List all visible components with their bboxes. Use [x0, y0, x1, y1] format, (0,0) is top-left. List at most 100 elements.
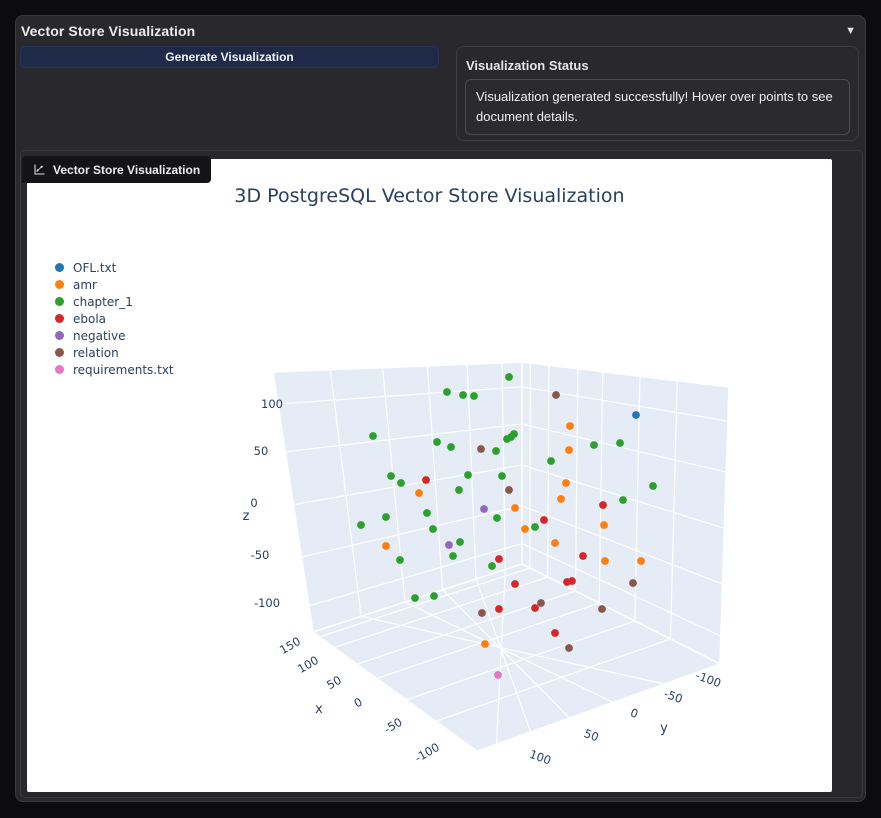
generate-visualization-button[interactable]: Generate Visualization — [20, 46, 439, 68]
data-point-relation[interactable] — [505, 486, 513, 494]
tick-label: -50 — [662, 686, 684, 706]
scatter-chart-icon — [34, 164, 45, 175]
data-point-amr[interactable] — [521, 525, 529, 533]
data-point-OFL.txt[interactable] — [632, 411, 640, 419]
data-point-requirements.txt[interactable] — [494, 671, 502, 679]
grid-line — [475, 578, 532, 733]
data-point-chapter_1[interactable] — [619, 496, 627, 504]
data-point-ebola[interactable] — [422, 476, 430, 484]
data-point-chapter_1[interactable] — [616, 439, 624, 447]
z-axis-title: z — [243, 509, 250, 524]
data-point-chapter_1[interactable] — [492, 447, 500, 455]
data-point-amr[interactable] — [511, 504, 519, 512]
accordion-collapse-icon[interactable]: ▼ — [845, 25, 856, 37]
data-point-chapter_1[interactable] — [429, 525, 437, 533]
data-point-chapter_1[interactable] — [456, 538, 464, 546]
accordion-header[interactable]: Vector Store Visualization ▼ — [16, 16, 865, 46]
data-point-chapter_1[interactable] — [447, 443, 455, 451]
data-point-chapter_1[interactable] — [387, 472, 395, 480]
plot-tab: Vector Store Visualization — [22, 156, 212, 183]
data-point-ebola[interactable] — [531, 604, 539, 612]
grid-line — [521, 361, 730, 388]
data-point-amr[interactable] — [566, 422, 574, 430]
legend-item[interactable]: relation — [55, 346, 174, 360]
data-point-chapter_1[interactable] — [493, 514, 501, 522]
legend-item[interactable]: amr — [55, 277, 174, 292]
legend-item[interactable]: chapter_1 — [55, 295, 174, 309]
data-point-chapter_1[interactable] — [464, 471, 472, 479]
tick-label: 150 — [277, 634, 303, 657]
tick-label: 50 — [254, 444, 269, 458]
data-point-chapter_1[interactable] — [411, 594, 419, 602]
legend-label: negative — [73, 328, 126, 343]
data-point-relation[interactable] — [477, 445, 485, 453]
data-point-amr[interactable] — [600, 521, 608, 529]
data-point-amr[interactable] — [557, 495, 565, 503]
grid-line — [476, 663, 721, 752]
data-point-chapter_1[interactable] — [498, 472, 506, 480]
legend-item[interactable]: OFL.txt — [55, 261, 174, 275]
scene-wall — [313, 564, 720, 751]
data-point-relation[interactable] — [629, 579, 637, 587]
data-point-chapter_1[interactable] — [531, 523, 539, 531]
data-point-ebola[interactable] — [511, 580, 519, 588]
data-point-relation[interactable] — [478, 609, 486, 617]
data-point-amr[interactable] — [481, 640, 489, 648]
data-point-ebola[interactable] — [495, 605, 503, 613]
data-point-chapter_1[interactable] — [488, 562, 496, 570]
data-point-chapter_1[interactable] — [510, 430, 518, 438]
data-point-relation[interactable] — [598, 605, 606, 613]
grid-line — [406, 620, 636, 701]
grid-line — [574, 368, 579, 592]
data-point-amr[interactable] — [601, 557, 609, 565]
legend-item[interactable]: ebola — [55, 312, 174, 326]
data-point-chapter_1[interactable] — [369, 432, 377, 440]
data-point-relation[interactable] — [565, 644, 573, 652]
data-point-ebola[interactable] — [568, 577, 576, 585]
grid-line — [272, 371, 314, 633]
data-point-ebola[interactable] — [579, 552, 587, 560]
data-point-ebola[interactable] — [599, 501, 607, 509]
data-point-amr[interactable] — [415, 489, 423, 497]
app-panel: Vector Store Visualization ▼ Generate Vi… — [15, 15, 866, 802]
data-point-chapter_1[interactable] — [396, 556, 404, 564]
grid-line — [334, 576, 548, 649]
data-point-chapter_1[interactable] — [649, 482, 657, 490]
legend-item[interactable]: requirements.txt — [55, 363, 174, 377]
status-textbox[interactable]: Visualization generated successfully! Ho… — [465, 79, 850, 135]
grid-line — [719, 386, 730, 665]
data-point-ebola[interactable] — [551, 629, 559, 637]
data-point-relation[interactable] — [537, 599, 545, 607]
data-point-relation[interactable] — [552, 391, 560, 399]
data-point-chapter_1[interactable] — [443, 388, 451, 396]
data-point-chapter_1[interactable] — [397, 479, 405, 487]
data-point-ebola[interactable] — [495, 555, 503, 563]
data-point-amr[interactable] — [382, 542, 390, 550]
legend-item[interactable]: negative — [55, 328, 174, 343]
data-point-ebola[interactable] — [540, 516, 548, 524]
y-axis-title: y — [660, 721, 668, 736]
data-point-chapter_1[interactable] — [449, 552, 457, 560]
legend-label: amr — [73, 277, 97, 292]
grid-line — [308, 543, 523, 607]
data-point-chapter_1[interactable] — [505, 373, 513, 381]
data-point-chapter_1[interactable] — [455, 486, 463, 494]
data-point-amr[interactable] — [562, 479, 570, 487]
data-point-chapter_1[interactable] — [547, 457, 555, 465]
data-point-amr[interactable] — [565, 446, 573, 454]
data-point-amr[interactable] — [637, 557, 645, 565]
data-point-chapter_1[interactable] — [470, 392, 478, 400]
status-label: Visualization Status — [466, 58, 589, 73]
data-point-negative[interactable] — [480, 505, 488, 513]
data-point-chapter_1[interactable] — [433, 438, 441, 446]
data-point-negative[interactable] — [445, 541, 453, 549]
data-point-amr[interactable] — [551, 539, 559, 547]
data-point-chapter_1[interactable] — [423, 509, 431, 517]
data-point-chapter_1[interactable] — [590, 441, 598, 449]
data-point-chapter_1[interactable] — [459, 391, 467, 399]
data-point-chapter_1[interactable] — [357, 521, 365, 529]
data-point-chapter_1[interactable] — [430, 592, 438, 600]
data-point-chapter_1[interactable] — [382, 513, 390, 521]
legend-swatch — [55, 331, 64, 340]
